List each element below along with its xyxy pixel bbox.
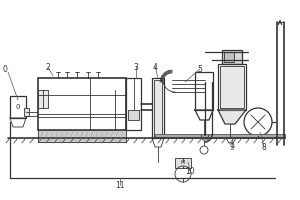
Text: 4: 4 — [153, 62, 158, 72]
Bar — [155, 134, 285, 138]
Bar — [126, 78, 141, 130]
Bar — [175, 158, 191, 168]
Text: 9: 9 — [230, 144, 234, 152]
Bar — [24, 108, 29, 116]
Bar — [38, 130, 126, 142]
Bar — [220, 66, 244, 108]
Bar — [10, 96, 26, 118]
Text: 8: 8 — [262, 144, 266, 152]
Bar — [152, 78, 164, 138]
Bar — [218, 64, 246, 110]
Text: 11: 11 — [115, 182, 125, 190]
Text: 10: 10 — [185, 168, 195, 176]
Bar — [195, 72, 213, 110]
Bar — [224, 52, 234, 62]
Polygon shape — [220, 110, 244, 122]
Bar — [38, 90, 48, 108]
Bar — [38, 78, 126, 130]
Bar — [154, 80, 162, 136]
Text: M: M — [181, 160, 185, 166]
Text: 2: 2 — [46, 64, 50, 72]
Text: 0: 0 — [16, 104, 20, 110]
Text: 0: 0 — [3, 66, 8, 74]
Bar — [222, 50, 242, 64]
Text: 3: 3 — [134, 62, 138, 72]
Text: 5: 5 — [198, 66, 203, 74]
Bar — [128, 110, 139, 120]
